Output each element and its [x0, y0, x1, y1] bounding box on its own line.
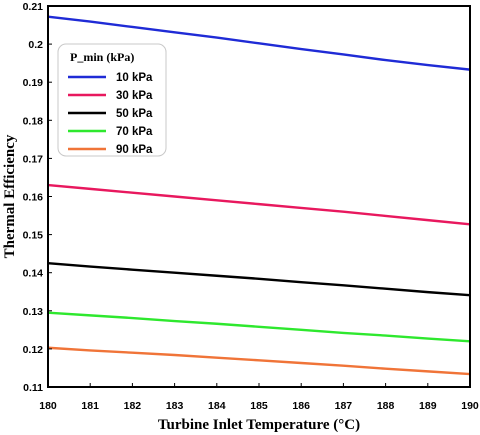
y-tick-label: 0.14: [23, 268, 44, 280]
series-line-2: [47, 183, 471, 226]
legend-title: P_min (kPa): [70, 50, 134, 64]
legend-label: 90 kPa: [116, 144, 153, 156]
series-line-3: [47, 261, 471, 297]
series-line-4: [47, 311, 471, 343]
legend-box: [57, 43, 167, 157]
y-tick-label: 0.21: [23, 1, 44, 13]
x-tick-label: 181: [81, 400, 99, 412]
x-axis-title: Turbine Inlet Temperature (°C): [158, 417, 360, 433]
x-tick-label: 180: [39, 400, 57, 412]
y-tick-label: 0.12: [23, 344, 44, 356]
x-tick-label: 188: [377, 400, 395, 412]
y-axis: 0.11 0.12 0.13 0.14 0.15 0.16 0.17 0.18 0.19 0.2 0…: [23, 1, 52, 394]
x-tick-label: 187: [335, 400, 353, 412]
x-tick-label: 189: [419, 400, 437, 412]
y-axis-title: Thermal Efficiency: [2, 134, 18, 258]
legend: P_min (kPa) 10 kPa 30 kPa 50 kPa 70 kPa 90 k…: [57, 43, 167, 157]
y-tick-label: 0.11: [23, 382, 43, 394]
y-tick-label: 0.19: [23, 77, 44, 89]
y-tick-label: 0.18: [23, 115, 44, 127]
x-tick-label: 185: [250, 400, 268, 412]
x-axis: 180 181 182 183 184 185 186 187 188 189 190: [39, 383, 479, 412]
legend-label: 10 kPa: [116, 72, 153, 84]
y-tick-label: 0.15: [23, 230, 44, 242]
x-tick-label: 190: [461, 400, 479, 412]
series-lines: [47, 15, 471, 376]
legend-label: 50 kPa: [116, 108, 153, 120]
x-tick-label: 186: [292, 400, 310, 412]
y-tick-label: 0.2: [28, 39, 43, 51]
y-tick-label: 0.17: [23, 153, 44, 165]
legend-label: 70 kPa: [116, 126, 153, 138]
x-tick-label: 182: [124, 400, 142, 412]
x-tick-label: 184: [208, 400, 226, 412]
series-line-5: [47, 346, 471, 376]
legend-items: 10 kPa 30 kPa 50 kPa 70 kPa 90 kPa: [68, 72, 153, 156]
series-line-1: [47, 15, 471, 71]
legend-label: 30 kPa: [116, 90, 153, 102]
y-tick-label: 0.13: [23, 306, 44, 318]
y-tick-label: 0.16: [23, 192, 44, 204]
x-tick-label: 183: [166, 400, 184, 412]
